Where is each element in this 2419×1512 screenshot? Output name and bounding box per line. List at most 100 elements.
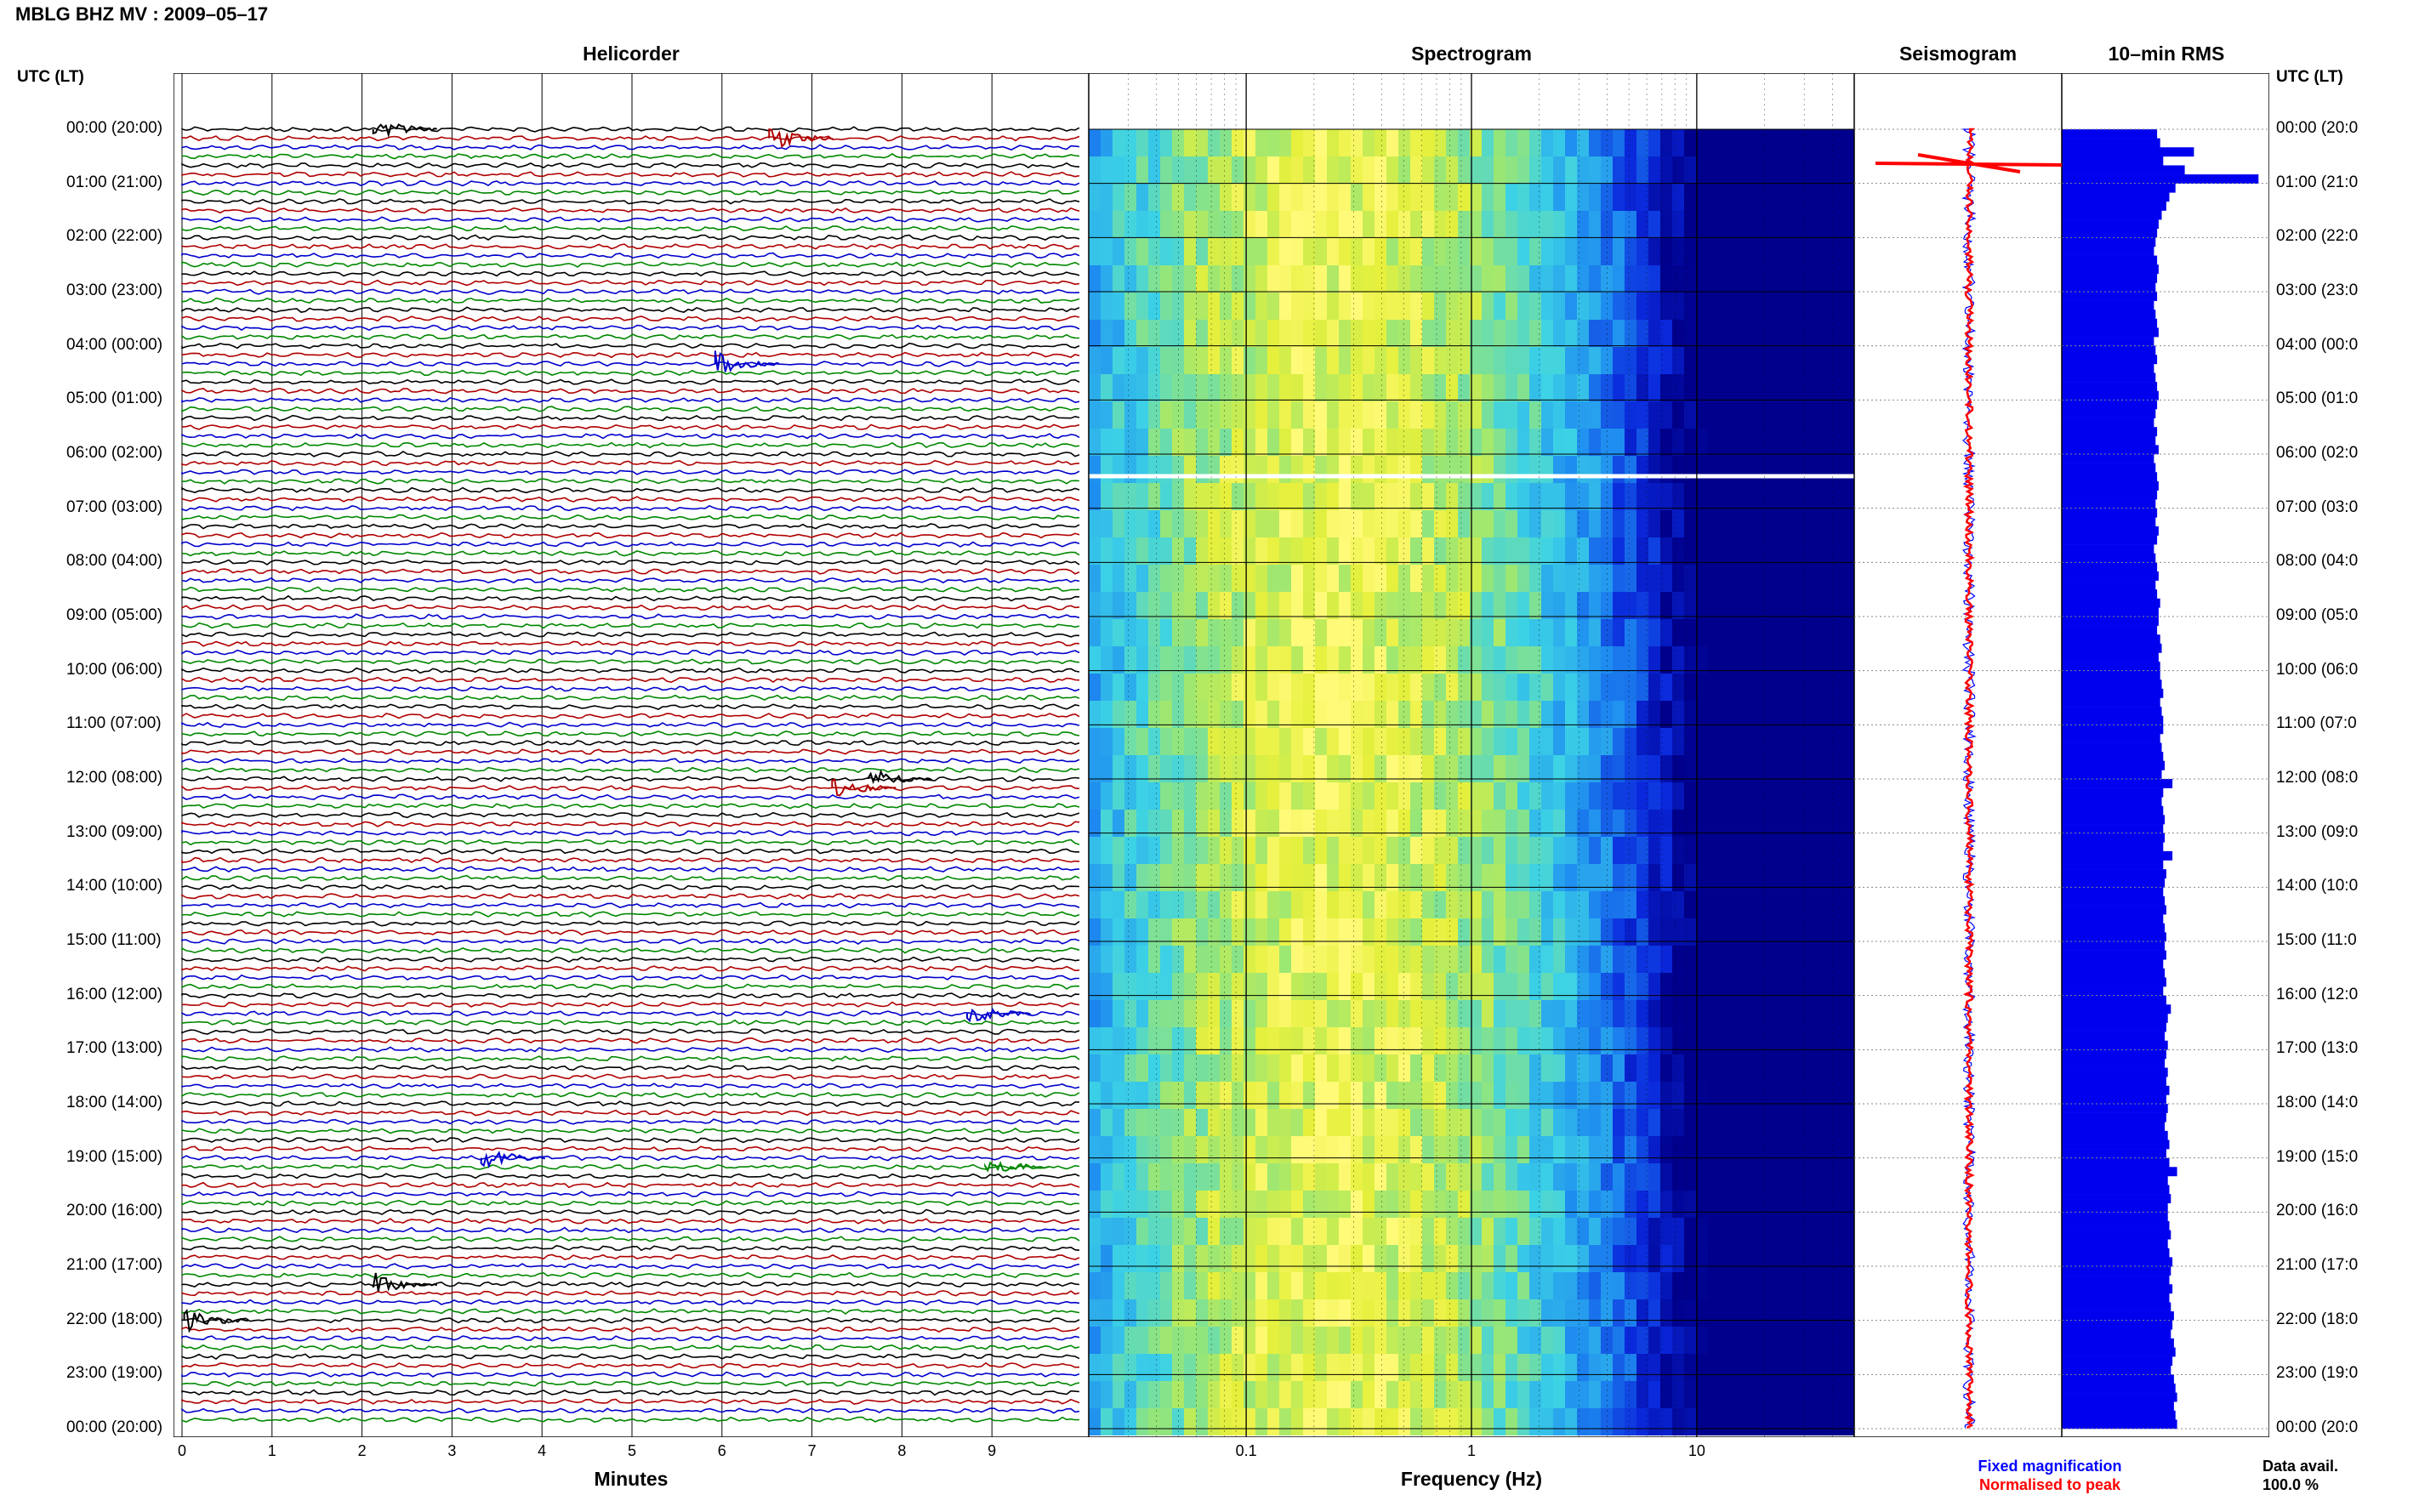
- spectrogram-cell: [1553, 293, 1565, 320]
- spectrogram-cell: [1410, 483, 1422, 510]
- spectrogram-cell: [1744, 374, 1756, 401]
- spectrogram-cell: [1803, 782, 1815, 810]
- spectrogram-cell: [1124, 293, 1136, 320]
- spectrogram-cell: [1767, 510, 1779, 537]
- spectrogram-cell: [1851, 565, 1854, 592]
- spectrogram-cell: [1684, 156, 1696, 184]
- spectrogram-cell: [1529, 1299, 1541, 1327]
- spectrogram-cell: [1267, 211, 1279, 238]
- spectrogram-cell: [1363, 1000, 1375, 1027]
- spectrogram-cell: [1255, 1218, 1267, 1245]
- spectrogram-cell: [1851, 1327, 1854, 1354]
- spectrogram-cell: [1113, 483, 1124, 510]
- spectrogram-cell: [1398, 1354, 1410, 1381]
- spectrogram-cell: [1708, 810, 1720, 837]
- spectrogram-cell: [1089, 156, 1101, 184]
- spectrogram-cell: [1648, 674, 1660, 701]
- spectrogram-cell: [1136, 320, 1148, 347]
- spectrogram-cell: [1494, 156, 1505, 184]
- spectrogram-cell: [1517, 1027, 1529, 1054]
- spectrogram-cell: [1339, 265, 1351, 293]
- spectrogram-cell: [1744, 129, 1756, 156]
- spectrogram-cell: [1315, 265, 1327, 293]
- rms-bar: [2062, 797, 2162, 807]
- spectrogram-cell: [1434, 1191, 1446, 1218]
- spectrogram-cell: [1803, 674, 1815, 701]
- spectrogram-tick-label: 0.1: [1235, 1442, 1257, 1459]
- spectrogram-cell: [1696, 129, 1708, 156]
- spectrogram-cell: [1220, 782, 1232, 810]
- spectrogram-cell: [1803, 565, 1815, 592]
- spectrogram-cell: [1767, 238, 1779, 265]
- spectrogram-cell: [1803, 1354, 1815, 1381]
- spectrogram-cell: [1851, 1109, 1854, 1136]
- spectrogram-cell: [1232, 1299, 1244, 1327]
- spectrogram-cell: [1434, 129, 1446, 156]
- spectrogram-cell: [1565, 1082, 1577, 1109]
- spectrogram-cell: [1422, 755, 1434, 782]
- spectrogram-cell: [1696, 891, 1708, 918]
- spectrogram-cell: [1636, 1163, 1648, 1191]
- spectrogram-cell: [1648, 1000, 1660, 1027]
- spectrogram-cell: [1208, 401, 1220, 429]
- spectrogram-cell: [1124, 1136, 1136, 1163]
- spectrogram-cell: [1172, 537, 1184, 565]
- spectrogram-cell: [1732, 1408, 1744, 1435]
- spectrogram-cell: [1827, 891, 1839, 918]
- spectrogram-cell: [1136, 1054, 1148, 1082]
- spectrogram-cell: [1529, 1272, 1541, 1299]
- helicorder-trace: [181, 306, 1080, 314]
- spectrogram-cell: [1136, 211, 1148, 238]
- spectrogram-cell: [1839, 782, 1851, 810]
- spectrogram-cell: [1375, 701, 1386, 728]
- rms-bar: [2062, 589, 2158, 600]
- spectrogram-cell: [1196, 1218, 1208, 1245]
- spectrogram-cell: [1672, 565, 1684, 592]
- spectrogram-cell: [1375, 265, 1386, 293]
- spectrogram-cell: [1529, 401, 1541, 429]
- spectrogram-cell: [1220, 619, 1232, 646]
- spectrogram-cell: [1672, 782, 1684, 810]
- spectrogram-cell: [1113, 592, 1124, 619]
- spectrogram-cell: [1351, 1054, 1363, 1082]
- spectrogram-cell: [1315, 1000, 1327, 1027]
- spectrogram-cell: [1422, 265, 1434, 293]
- spectrogram-cell: [1636, 129, 1648, 156]
- spectrogram-cell: [1136, 1299, 1148, 1327]
- spectrogram-cell: [1315, 1163, 1327, 1191]
- spectrogram-cell: [1553, 1082, 1565, 1109]
- spectrogram-cell: [1410, 1109, 1422, 1136]
- spectrogram-cell: [1458, 810, 1470, 837]
- spectrogram-cell: [1398, 184, 1410, 211]
- spectrogram-cell: [1839, 265, 1851, 293]
- spectrogram-cell: [1803, 1027, 1815, 1054]
- spectrogram-cell: [1232, 1354, 1244, 1381]
- spectrogram-cell: [1494, 265, 1505, 293]
- spectrogram-cell: [1351, 1408, 1363, 1435]
- spectrogram-cell: [1279, 646, 1291, 674]
- spectrogram-cell: [1232, 238, 1244, 265]
- rms-bar: [2062, 138, 2160, 148]
- spectrogram-cell: [1648, 701, 1660, 728]
- spectrogram-cell: [1601, 293, 1613, 320]
- spectrogram-cell: [1803, 1163, 1815, 1191]
- spectrogram-cell: [1529, 456, 1541, 483]
- spectrogram-cell: [1375, 1354, 1386, 1381]
- spectrogram-cell: [1482, 918, 1494, 946]
- spectrogram-cell: [1827, 293, 1839, 320]
- helicorder-trace: [181, 288, 1080, 295]
- spectrogram-cell: [1696, 1381, 1708, 1408]
- spectrogram-cell: [1660, 565, 1672, 592]
- spectrogram-cell: [1339, 374, 1351, 401]
- spectrogram-cell: [1184, 537, 1196, 565]
- spectrogram-cell: [1327, 1000, 1339, 1027]
- helicorder-trace: [181, 1271, 1080, 1279]
- spectrogram-cell: [1386, 837, 1398, 864]
- spectrogram-cell: [1779, 619, 1791, 646]
- spectrogram-cell: [1684, 347, 1696, 374]
- spectrogram-cell: [1113, 918, 1124, 946]
- spectrogram-cell: [1303, 782, 1315, 810]
- spectrogram-cell: [1625, 320, 1636, 347]
- spectrogram-cell: [1779, 1136, 1791, 1163]
- rms-bar: [2062, 607, 2159, 617]
